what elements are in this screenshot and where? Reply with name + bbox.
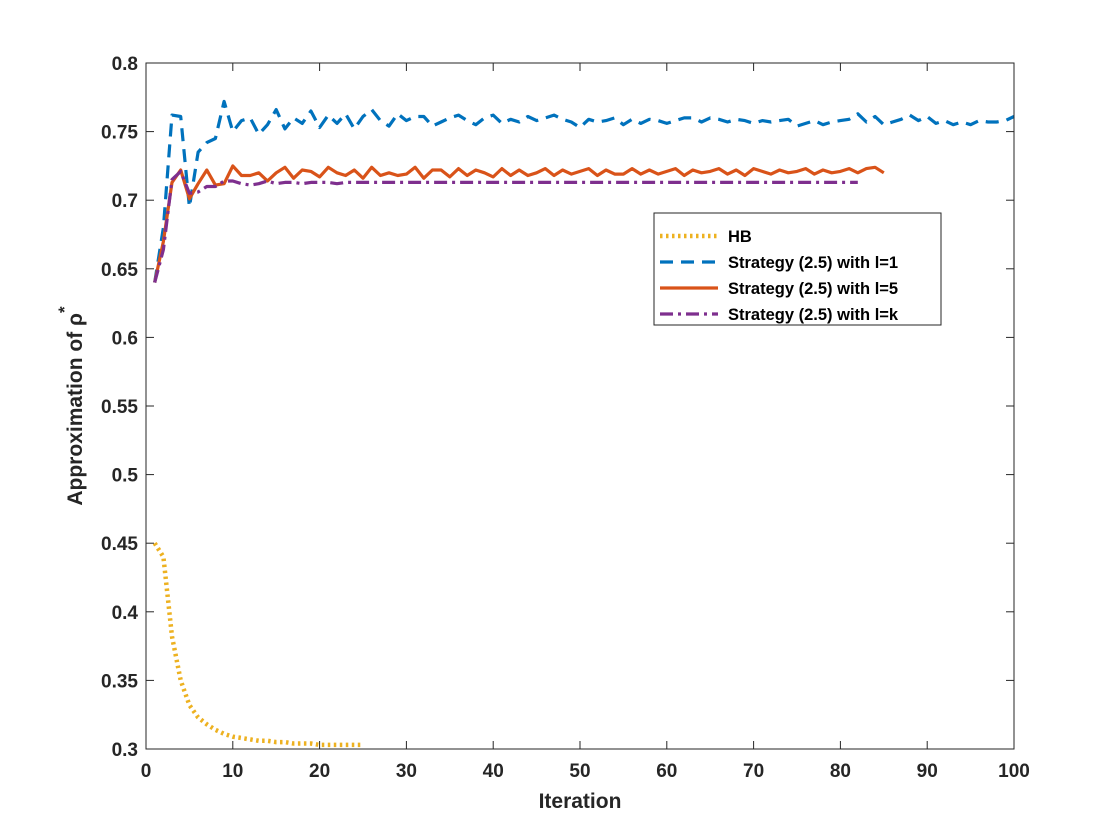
x-tick-label: 20 (309, 761, 330, 782)
legend-label-3: Strategy (2.5) with l=5 (728, 280, 898, 298)
y-axis-label-superscript: * (55, 306, 74, 313)
y-tick-label: 0.45 (101, 534, 138, 555)
axes-box (145, 62, 1015, 750)
x-tick-label: 70 (743, 761, 764, 782)
y-tick-label: 0.6 (112, 328, 138, 349)
x-tick-label: 100 (998, 761, 1030, 782)
y-tick-label: 0.55 (101, 397, 138, 418)
y-axis-label: Approximation of ρ* (55, 306, 87, 506)
series-line-2 (153, 99, 1015, 283)
y-tick-label: 0.5 (112, 466, 139, 487)
x-tick-label: 10 (222, 761, 243, 782)
ticks-layer: 0 10 20 30 40 50 60 70 80 90 100 0.3 0.35 0.4 0.45 0.5 0… (101, 54, 1030, 782)
y-tick-label: 0.4 (112, 603, 139, 624)
x-tick-label: 30 (396, 761, 417, 782)
series-line-3 (153, 164, 885, 283)
y-tick-label: 0.8 (112, 54, 138, 75)
legend: HB Strategy (2.5) with l=1 Strategy (2.5) … (653, 212, 942, 326)
y-tick-label: 0.7 (112, 191, 138, 212)
legend-box (653, 212, 942, 326)
y-tick-label: 0.75 (101, 123, 138, 144)
y-axis-label-group: Approximation of ρ* (55, 306, 87, 506)
x-tick-label: 80 (830, 761, 851, 782)
legend-label-2: Strategy (2.5) with l=1 (728, 254, 898, 272)
x-axis-label: Iteration (539, 790, 622, 813)
series-line-4 (153, 169, 858, 283)
x-tick-label: 50 (569, 761, 590, 782)
y-tick-label: 0.65 (101, 260, 138, 281)
x-tick-label: 0 (141, 761, 152, 782)
x-tick-label: 90 (917, 761, 938, 782)
x-tick-label: 40 (483, 761, 504, 782)
y-tick-label: 0.35 (101, 671, 138, 692)
y-axis-label-text: Approximation of ρ (64, 313, 87, 506)
x-tick-label: 60 (656, 761, 677, 782)
legend-label-1: HB (728, 228, 752, 246)
y-tick-label: 0.3 (112, 740, 138, 761)
legend-label-4: Strategy (2.5) with l=k (728, 306, 899, 324)
series-layer (152, 99, 1015, 748)
series-line-1 (152, 541, 363, 748)
